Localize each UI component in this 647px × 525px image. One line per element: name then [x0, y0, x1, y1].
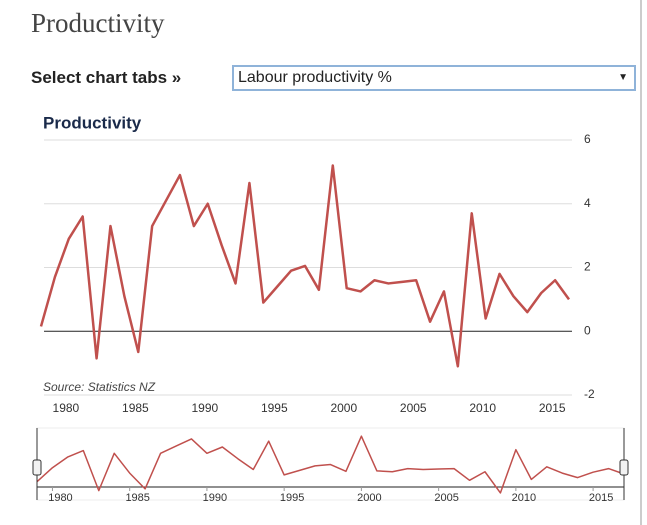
select-arrow: ▼: [618, 72, 628, 83]
select-label: Select chart tabs »: [31, 68, 182, 87]
x-tick-label: 1980: [53, 401, 80, 415]
y-tick-label: -2: [584, 387, 595, 401]
navigator-tick-label: 1980: [48, 492, 72, 504]
navigator-tick-label: 2005: [434, 492, 458, 504]
x-tick-label: 2010: [469, 401, 496, 415]
navigator-handle[interactable]: [32, 459, 42, 476]
x-tick-label: 2015: [539, 401, 566, 415]
x-tick-label: 2000: [330, 401, 357, 415]
source: Source: Statistics NZ: [43, 380, 156, 394]
navigator-tick-label: 1995: [280, 492, 304, 504]
chart-title: Productivity: [43, 113, 142, 132]
x-tick-label: 1985: [122, 401, 149, 415]
navigator-tick-label: 1990: [203, 492, 227, 504]
page-title: Productivity: [31, 8, 165, 38]
y-tick-label: 2: [584, 260, 591, 274]
x-tick-label: 1995: [261, 401, 288, 415]
y-tick-label: 4: [584, 196, 591, 210]
x-tick-label: 2005: [400, 401, 427, 415]
y-tick-label: 0: [584, 323, 591, 337]
navigator-line: [36, 435, 625, 494]
select-value: Labour productivity %: [238, 69, 392, 86]
y-tick-label: 6: [584, 132, 591, 146]
line: [39, 164, 571, 368]
navigator-tick-label: 1985: [125, 492, 149, 504]
navigator-tick-label: 2010: [512, 492, 536, 504]
navigator-tick-label: 2015: [589, 492, 613, 504]
navigator-tick-label: 2000: [357, 492, 381, 504]
x-tick-label: 1990: [191, 401, 218, 415]
chart-select[interactable]: Labour productivity % ▼: [232, 65, 636, 91]
navigator-handle[interactable]: [619, 459, 629, 476]
